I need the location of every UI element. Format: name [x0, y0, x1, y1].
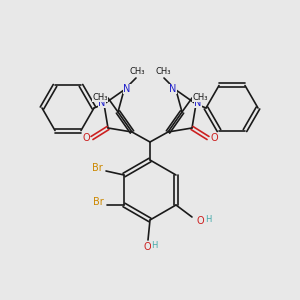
Text: Br: Br: [93, 197, 104, 207]
Text: O: O: [143, 242, 151, 252]
Text: O: O: [196, 216, 204, 226]
Text: O: O: [82, 133, 90, 143]
Text: CH₃: CH₃: [192, 92, 208, 101]
Text: CH₃: CH₃: [92, 92, 108, 101]
Text: O: O: [210, 133, 218, 143]
Text: CH₃: CH₃: [129, 68, 145, 76]
Text: N: N: [194, 98, 202, 108]
Text: H: H: [151, 241, 157, 250]
Text: Br: Br: [92, 163, 102, 173]
Text: N: N: [169, 84, 177, 94]
Text: CH₃: CH₃: [155, 68, 171, 76]
Text: N: N: [123, 84, 131, 94]
Text: H: H: [205, 214, 211, 224]
Text: N: N: [98, 98, 106, 108]
